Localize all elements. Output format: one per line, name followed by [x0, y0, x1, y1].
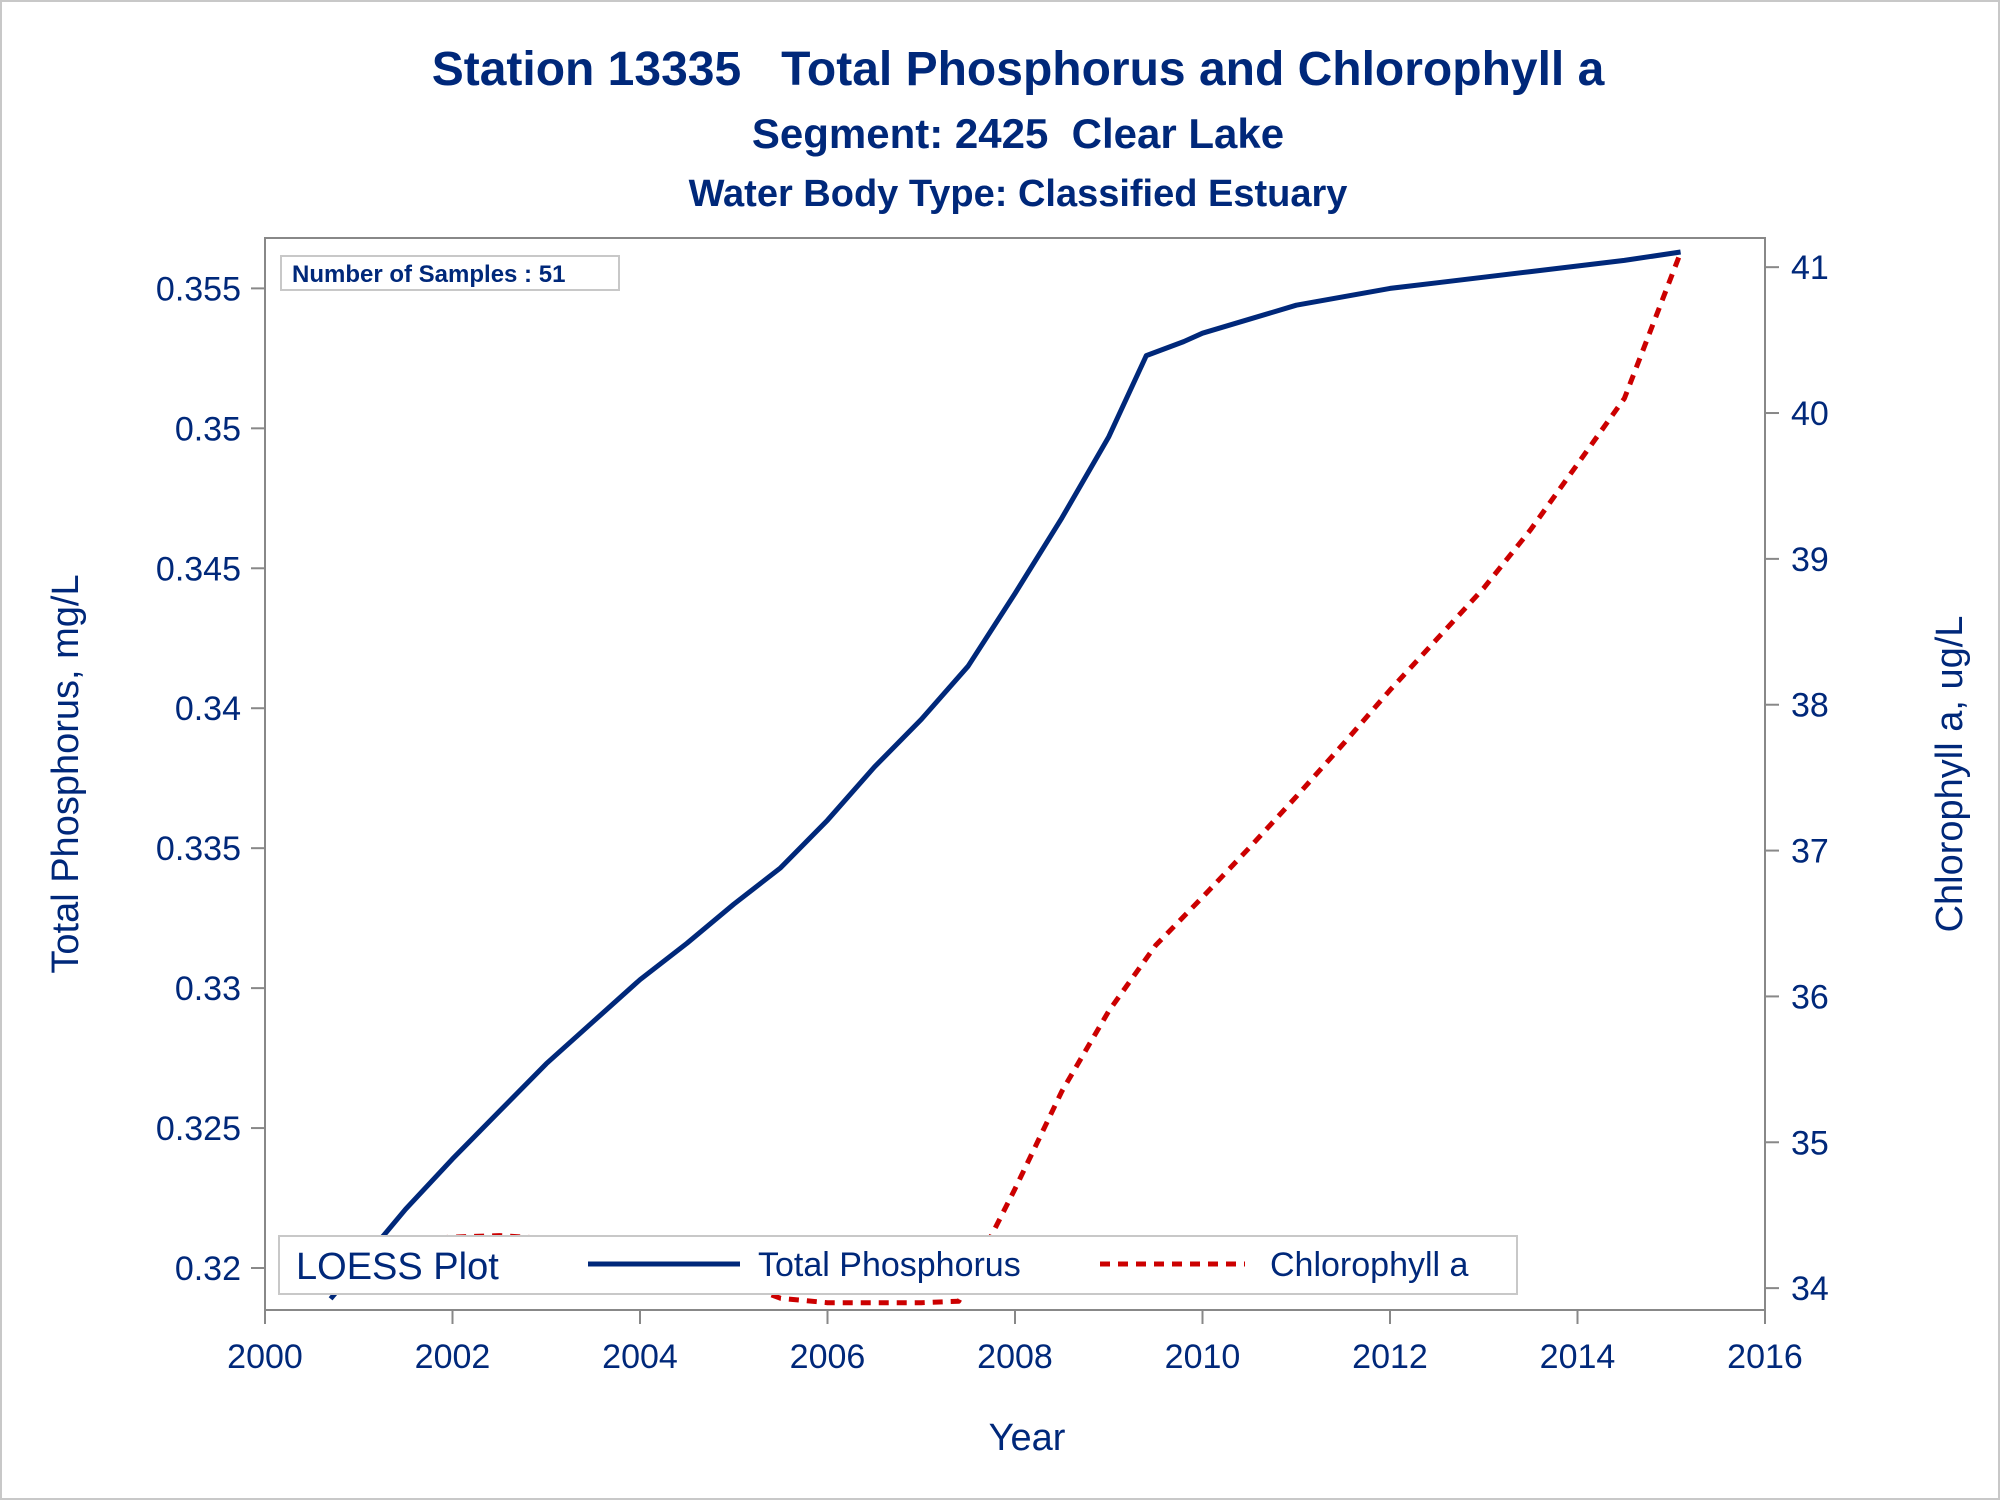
y-axis-right: 34 35 36 37 38 39 40 41: [1765, 249, 1829, 1308]
y-tick-label: 0.335: [156, 830, 241, 868]
plot-area: [264, 237, 1766, 1311]
x-tick-label: 2000: [227, 1338, 303, 1376]
x-tick-label: 2004: [602, 1338, 678, 1376]
y-axis-left: 0.32 0.325 0.33 0.335 0.34 0.345 0.35 0.355: [156, 270, 265, 1288]
y2-tick-label: 37: [1791, 833, 1829, 871]
y2-tick-label: 34: [1791, 1270, 1829, 1308]
legend-label-total-phosphorus: Total Phosphorus: [758, 1246, 1021, 1284]
chart-subtitle2: Water Body Type: Classified Estuary: [689, 173, 1348, 215]
chart-title: Station 13335 Total Phosphorus and Chlor…: [432, 43, 1605, 96]
x-axis-label: Year: [989, 1417, 1066, 1459]
sample-count-box: Number of Samples : 51: [280, 255, 620, 291]
legend: LOESS Plot Total Phosphorus Chlorophyll …: [278, 1235, 1518, 1295]
x-tick-label: 2006: [790, 1338, 866, 1376]
chart-subtitle: Segment: 2425 Clear Lake: [752, 110, 1284, 157]
series-line-chlorophyll-a: [330, 251, 1683, 1306]
y-tick-label: 0.34: [175, 690, 241, 728]
y-tick-label: 0.32: [175, 1250, 241, 1288]
x-tick-label: 2012: [1352, 1338, 1428, 1376]
y2-tick-label: 39: [1791, 541, 1829, 579]
series-layer: [328, 249, 1683, 1306]
y2-tick-label: 36: [1791, 978, 1829, 1016]
y-tick-label: 0.33: [175, 970, 241, 1008]
series-line-total-phosphorus: [328, 249, 1681, 1301]
y2-tick-label: 38: [1791, 687, 1829, 725]
y-axis-label: Total Phosphorus, mg/L: [45, 574, 87, 973]
y2-tick-label: 35: [1791, 1124, 1829, 1162]
y-tick-label: 0.35: [175, 410, 241, 448]
x-axis: 2000 2002 2004 2006 2008 2010 2012 2014 2016: [227, 1310, 1803, 1376]
y2-tick-label: 41: [1791, 249, 1829, 287]
y2-tick-label: 40: [1791, 395, 1829, 433]
y2-axis-label: Chlorophyll a, ug/L: [1929, 616, 1971, 933]
x-tick-label: 2008: [977, 1338, 1053, 1376]
sample-count-text: Number of Samples : 51: [292, 261, 565, 288]
legend-title: LOESS Plot: [296, 1246, 499, 1288]
x-tick-label: 2010: [1165, 1338, 1241, 1376]
y-tick-label: 0.325: [156, 1110, 241, 1148]
x-tick-label: 2014: [1540, 1338, 1616, 1376]
legend-label-chlorophyll-a: Chlorophyll a: [1270, 1246, 1469, 1284]
x-tick-label: 2002: [415, 1338, 491, 1376]
y-tick-label: 0.355: [156, 270, 241, 308]
x-tick-label: 2016: [1727, 1338, 1803, 1376]
y-tick-label: 0.345: [156, 550, 241, 588]
